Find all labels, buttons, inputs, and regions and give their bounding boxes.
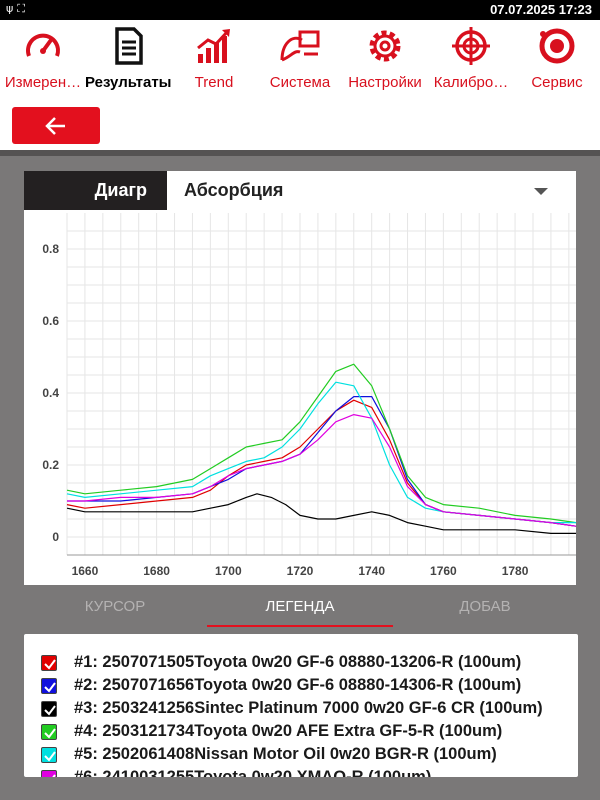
x-tick-label: 1680	[143, 564, 170, 578]
toolbar-divider	[0, 150, 600, 156]
usb-icon: ψ	[6, 2, 18, 15]
y-tick-label: 0	[52, 530, 59, 544]
check-icon	[44, 659, 56, 670]
toolbar-label: Система	[269, 74, 331, 91]
check-icon	[44, 751, 56, 762]
legend-item[interactable]: #2: 2507071656Toyota 0w20 GF-6 08880-143…	[24, 674, 578, 697]
legend-text: #2: 2507071656Toyota 0w20 GF-6 08880-143…	[74, 676, 522, 694]
diagram-type-value: Абсорбция	[184, 180, 284, 200]
gear-icon	[369, 30, 401, 62]
legend-checkbox[interactable]	[41, 701, 57, 717]
x-axis-band	[67, 555, 576, 585]
back-button[interactable]	[12, 107, 100, 144]
x-tick-label: 1720	[287, 564, 314, 578]
series-line	[66, 493, 576, 534]
legend-text: #6: 2410031255Toyota 0w20 XMAO-R (100um)	[74, 768, 432, 777]
legend-item[interactable]: #5: 2502061408Nissan Motor Oil 0w20 BGR-…	[24, 743, 578, 766]
chart-svg: 1660 1680 1700 1720 1740 1760 1780 0 0.2 0.4 0.6 0.…	[42, 213, 576, 585]
series-line	[67, 414, 576, 527]
series-line	[66, 363, 576, 524]
tab-add-label: ДОБАВ	[459, 598, 511, 615]
legend-item[interactable]: #3: 2503241256Sintec Platinum 7000 0w20 …	[24, 697, 578, 720]
toolbar-item-measurement[interactable]: Измерен…	[0, 26, 86, 102]
tab-active-underline	[207, 625, 393, 627]
legend-checkbox[interactable]	[41, 655, 57, 671]
diagram-header: Диагр Абсорбция	[24, 171, 576, 210]
toolbar-label: Сервис	[531, 74, 583, 91]
toolbar-item-trend[interactable]: Trend	[171, 26, 257, 102]
y-tick-label: 0.2	[42, 458, 59, 472]
main-toolbar: Измерен… Результаты Trend Система	[0, 20, 600, 150]
toolbar-label: Калибро…	[433, 74, 509, 91]
legend-checkbox[interactable]	[41, 724, 57, 740]
diagram-type-select[interactable]: Абсорбция	[167, 171, 576, 210]
toolbar-item-system[interactable]: Система	[257, 26, 343, 102]
toolbar-item-calibration[interactable]: Калибро…	[428, 26, 514, 102]
toolbar-item-settings[interactable]: Настройки	[342, 26, 428, 102]
x-tick-label: 1660	[72, 564, 99, 578]
x-tick-label: 1760	[430, 564, 457, 578]
gauge-icon	[26, 33, 60, 57]
check-icon	[44, 728, 56, 739]
status-datetime: 07.07.2025 17:23	[490, 2, 592, 17]
status-icons: ψ⛶	[6, 2, 29, 16]
legend-checkbox[interactable]	[41, 770, 57, 777]
system-icon	[280, 30, 320, 62]
check-icon	[44, 705, 56, 716]
tab-legend-label: ЛЕГЕНДА	[265, 598, 335, 615]
plot-area	[67, 213, 576, 555]
x-tick-label: 1780	[502, 564, 529, 578]
trend-icon	[197, 29, 230, 63]
toolbar-label: Настройки	[348, 74, 422, 91]
tab-legend[interactable]: ЛЕГЕНДА	[207, 593, 393, 627]
tab-cursor-label: КУРСОР	[84, 598, 146, 615]
chevron-down-icon	[534, 188, 548, 195]
absorption-chart[interactable]: 1660 1680 1700 1720 1740 1760 1780 0 0.2 0.4 0.6 0.…	[24, 210, 576, 585]
tab-add[interactable]: ДОБАВ	[390, 593, 580, 627]
legend-text: #3: 2503241256Sintec Platinum 7000 0w20 …	[74, 699, 543, 717]
legend-checkbox[interactable]	[41, 747, 57, 763]
toolbar-item-results[interactable]: Результаты	[85, 26, 171, 102]
legend-list[interactable]: #1: 2507071505Toyota 0w20 GF-6 08880-132…	[24, 634, 578, 777]
legend-text: #5: 2502061408Nissan Motor Oil 0w20 BGR-…	[74, 745, 497, 763]
y-tick-label: 0.6	[42, 314, 59, 328]
check-icon	[52, 774, 56, 777]
legend-text: #4: 2503121734Toyota 0w20 AFE Extra GF-5…	[74, 722, 503, 740]
toolbar-label: Измерен…	[4, 74, 82, 91]
diagram-tab[interactable]: Диагр	[24, 171, 167, 210]
screenshot-icon: ⛶	[17, 2, 29, 15]
legend-checkbox[interactable]	[41, 678, 57, 694]
toolbar-label: Trend	[194, 74, 234, 91]
legend-item[interactable]: #4: 2503121734Toyota 0w20 AFE Extra GF-5…	[24, 720, 578, 743]
y-tick-label: 0.8	[42, 242, 59, 256]
legend-item[interactable]: #6: 2410031255Toyota 0w20 XMAO-R (100um)	[24, 766, 578, 777]
legend-text: #1: 2507071505Toyota 0w20 GF-6 08880-132…	[74, 653, 522, 671]
toolbar-item-service[interactable]: Сервис	[514, 26, 600, 102]
legend-item[interactable]: #1: 2507071505Toyota 0w20 GF-6 08880-132…	[24, 651, 578, 674]
service-icon	[539, 28, 575, 64]
status-bar: ψ⛶ 07.07.2025 17:23	[0, 0, 600, 20]
crosshair-icon	[452, 27, 490, 65]
arrow-left-icon	[45, 116, 65, 135]
chart-subtabs: КУРСОР ЛЕГЕНДА ДОБАВ	[0, 593, 600, 629]
check-icon	[44, 682, 56, 693]
document-icon	[115, 27, 143, 65]
toolbar-label: Результаты	[85, 74, 171, 91]
x-tick-label: 1740	[358, 564, 385, 578]
tab-cursor[interactable]: КУРСОР	[20, 593, 210, 627]
y-tick-label: 0.4	[42, 386, 59, 400]
x-tick-label: 1700	[215, 564, 242, 578]
